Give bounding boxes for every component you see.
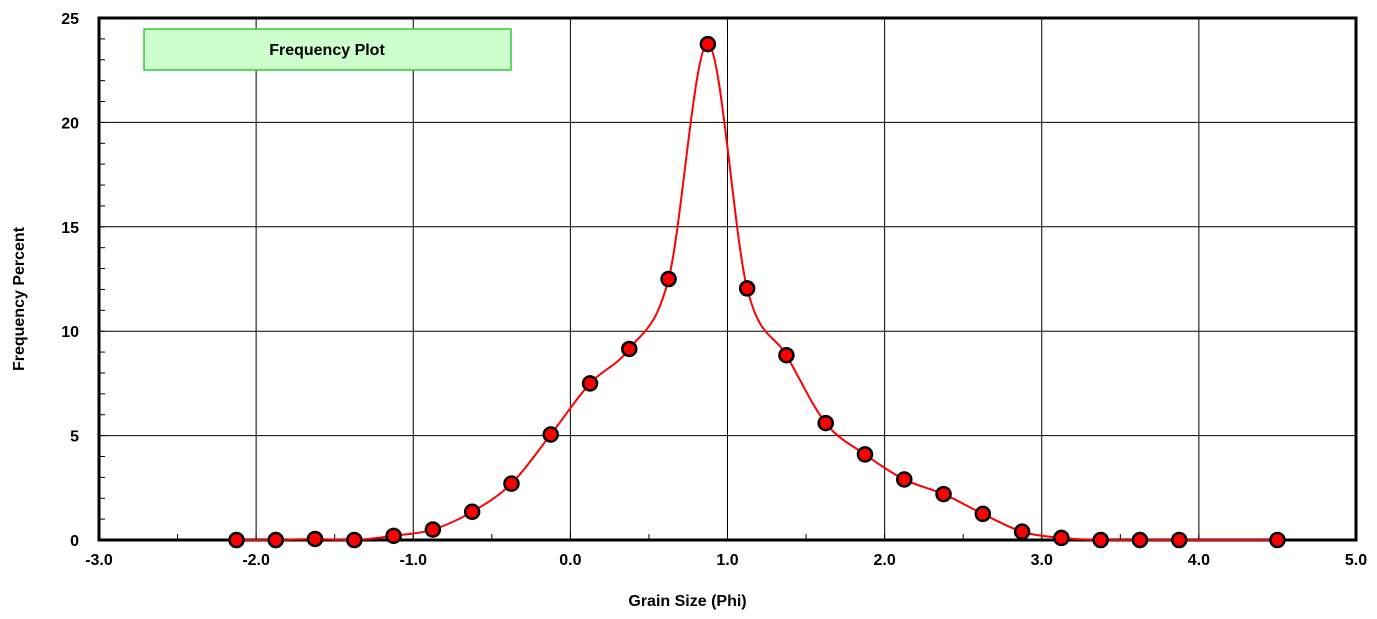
data-point <box>228 531 245 549</box>
data-point <box>1013 523 1031 540</box>
data-point <box>385 527 402 545</box>
y-axis-label: Frequency Percent <box>11 226 28 371</box>
data-point <box>974 505 992 523</box>
data-point <box>1053 529 1070 547</box>
x-tick-label: 2.0 <box>874 552 896 569</box>
plot-frame <box>97 16 1358 542</box>
data-point <box>346 531 363 549</box>
x-tick-labels: -3.0 -2.0 -1.0 0.0 1.0 2.0 3.0 4.0 5.0 <box>85 552 1367 569</box>
data-point <box>424 521 442 538</box>
data-point <box>463 503 481 521</box>
x-tick-label: 0.0 <box>559 552 581 569</box>
y-tick-labels: 0 5 10 15 20 25 <box>61 11 79 550</box>
data-point <box>267 531 285 549</box>
x-axis-label: Grain Size (Phi) <box>628 593 746 610</box>
data-point <box>896 471 913 488</box>
x-tick-label: -2.0 <box>242 552 270 569</box>
data-point <box>503 475 520 492</box>
x-tick-label: 4.0 <box>1188 552 1210 569</box>
y-tick-label: 25 <box>61 11 79 28</box>
data-point <box>778 346 795 364</box>
chart-title-box: Frequency Plot <box>143 28 512 71</box>
data-point <box>621 340 638 358</box>
data-point <box>1269 531 1286 549</box>
y-tick-label: 15 <box>61 220 79 237</box>
data-points <box>228 35 1286 549</box>
x-tick-label: 3.0 <box>1031 552 1053 569</box>
series-line <box>236 43 1278 542</box>
axis-ticks <box>98 17 1357 541</box>
y-tick-label: 0 <box>70 533 79 550</box>
data-point <box>856 446 874 463</box>
y-tick-label: 20 <box>61 115 79 132</box>
data-point <box>542 426 559 443</box>
x-tick-label: 5.0 <box>1345 552 1367 569</box>
data-point <box>1131 531 1149 549</box>
y-tick-label: 5 <box>70 429 79 446</box>
data-point <box>1092 531 1109 549</box>
data-point <box>581 375 599 392</box>
data-point <box>660 270 677 288</box>
x-tick-label: -1.0 <box>399 552 427 569</box>
data-point <box>699 35 717 53</box>
data-point <box>306 530 324 548</box>
data-point <box>817 414 834 432</box>
grid-lines <box>98 17 1357 541</box>
data-point <box>935 485 952 503</box>
data-point <box>1170 531 1188 549</box>
data-point <box>738 280 756 297</box>
x-tick-label: -3.0 <box>85 552 113 569</box>
chart-title: Frequency Plot <box>269 42 385 59</box>
y-tick-label: 10 <box>61 324 79 341</box>
title-box <box>143 28 512 71</box>
x-tick-label: 1.0 <box>716 552 738 569</box>
